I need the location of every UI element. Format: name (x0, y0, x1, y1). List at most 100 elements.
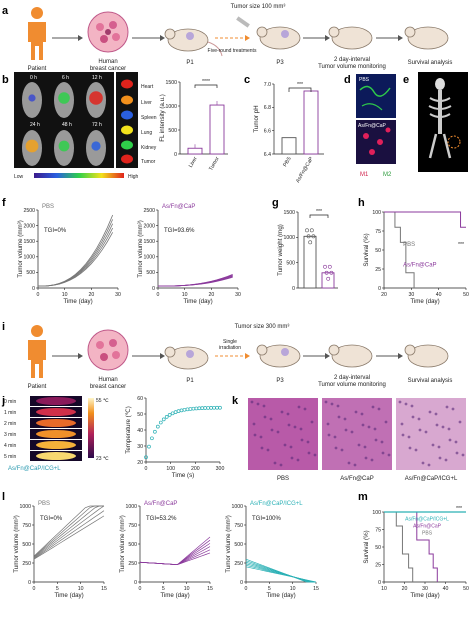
organ-heart: Heart (141, 84, 154, 90)
fluorescence-spot (58, 140, 70, 152)
g-dot (309, 228, 314, 233)
g-dot (323, 264, 327, 269)
c-ytick-label: 6.4 (264, 152, 271, 158)
flow2-p1-label: P1 (186, 378, 194, 384)
b-ytick-label: 1000 (165, 104, 177, 110)
j-point (191, 406, 196, 411)
b-sig-bracket (194, 84, 218, 88)
time-12h: 12 h (92, 75, 102, 81)
j-ytick-label: 30 (137, 444, 143, 450)
j-point (215, 405, 219, 410)
panel-letter-e: e (403, 74, 409, 86)
l1-ytick-label: 250 (22, 561, 31, 567)
j-xtick-label: 200 (191, 466, 200, 472)
thermal-scale-bar (88, 398, 94, 458)
g-dot (306, 234, 311, 239)
histology-nucleus (458, 420, 462, 424)
j-point (206, 406, 211, 410)
histology-label: As/Fn@CaP (340, 476, 373, 482)
h-xtick-label: 20 (381, 292, 387, 298)
histology-nucleus (367, 425, 371, 429)
histology-nucleus (363, 445, 367, 449)
j-xtick-label: 0 (145, 466, 148, 472)
time-24h: 24 h (30, 122, 40, 128)
syringe-icon (236, 16, 250, 28)
histology-nucleus (380, 440, 384, 444)
f2-xtick-label: 10 (182, 292, 188, 298)
histology-nucleus (427, 463, 431, 467)
l1-xtick-label: 0 (33, 586, 36, 592)
h-pbs-label: PBS (403, 242, 415, 248)
l2-ytick-label: 1000 (125, 504, 137, 510)
histology-nucleus (461, 453, 465, 457)
histology-nucleus (404, 402, 408, 406)
tumor-growth-l-pbs: 0 250 500 750 1000 0 5 10 15 Tumor volume (mm³) Ti… (13, 501, 107, 599)
f1-xlabel: Time (day) (63, 298, 92, 305)
flow-cancer-label-1: Human (98, 59, 117, 65)
histology-nucleus (280, 410, 284, 414)
b-bar (209, 104, 225, 155)
histology-nucleus (296, 458, 300, 462)
f1-tgi: TGI=0% (44, 228, 67, 234)
histology-nucleus (445, 405, 449, 409)
g-dot (308, 240, 313, 245)
l2-xtick-label: 5 (162, 586, 165, 592)
f1-ytick-label: 1500 (23, 239, 35, 245)
c-bar (281, 137, 297, 155)
m-legend-item: PBS (422, 530, 433, 536)
l1-ytick-label: 750 (22, 523, 31, 529)
organ-lung: Lung (141, 130, 152, 136)
m-xtick-label: 40 (443, 586, 449, 592)
l3-tgi: TGI=100% (252, 516, 282, 522)
histology-nucleus (293, 425, 297, 429)
fluorescence-spot (89, 91, 103, 105)
c-bar (303, 90, 319, 155)
f1-series-line (37, 214, 114, 287)
f2-title: As/Fn@CaP (162, 204, 195, 210)
histology-nucleus (337, 415, 341, 419)
histology-label: As/Fn@CaP/ICG+L (405, 476, 458, 482)
histology-image (248, 398, 318, 470)
f1-xtick-label: 0 (37, 292, 40, 298)
survival-chart-h: 0 25 50 75 100 20 30 40 50 Survival (%) Time (day)… (363, 210, 469, 305)
flow-treat-label: Five-round treatments (208, 48, 257, 54)
j-ytick-label: 20 (137, 460, 143, 466)
j-xtick-label: 300 (216, 466, 225, 472)
f2-ytick-label: 2000 (143, 223, 155, 229)
patient-icon-2 (28, 325, 46, 378)
histology-nucleus (253, 433, 257, 437)
j-point (167, 413, 172, 417)
g-dot (324, 270, 329, 275)
l3-xtick-label: 0 (245, 586, 248, 592)
j-point (194, 406, 199, 411)
c-ylabel: Tumor pH (253, 105, 260, 132)
l1-ytick-label: 0 (28, 580, 31, 586)
b-xcat: Liver (188, 156, 199, 169)
histology-nucleus (330, 402, 334, 406)
f2-xtick-label: 30 (235, 292, 241, 298)
m-legend-item: As/Fn@CaP/ICG+L (405, 516, 449, 522)
f2-tgi: TGI=93.6% (164, 228, 195, 234)
fl-intensity-chart: 0 500 1000 1500 FL intensity (a.u.) Liver Tumo… (159, 79, 228, 172)
j-axes (145, 398, 220, 463)
f1-ytick-label: 2000 (23, 223, 35, 229)
l1-series-line (33, 510, 105, 559)
mouse-icon-p3-2 (256, 344, 301, 368)
tumor-growth-l-icg: 0 250 500 750 1000 0 5 10 15 Tumor volume (mm³) Ti… (225, 501, 319, 599)
l2-series-line (139, 546, 211, 566)
mouse-icon-monitor (328, 26, 373, 50)
time-72h: 72 h (92, 122, 102, 128)
j-point (173, 410, 178, 414)
m-ytick-label: 0 (378, 580, 381, 586)
f1-series-line (37, 232, 114, 287)
f2-xtick-label: 20 (208, 292, 214, 298)
c-sig: *** (297, 82, 303, 88)
m-treated-curve (384, 511, 438, 582)
panel-letter-a: a (2, 5, 9, 17)
d-m2-label: M2 (383, 172, 392, 178)
fluorescence-spot (25, 139, 39, 153)
l3-ytick-label: 250 (234, 561, 243, 567)
time-48h: 48 h (62, 122, 72, 128)
m-xtick-label: 10 (381, 586, 387, 592)
